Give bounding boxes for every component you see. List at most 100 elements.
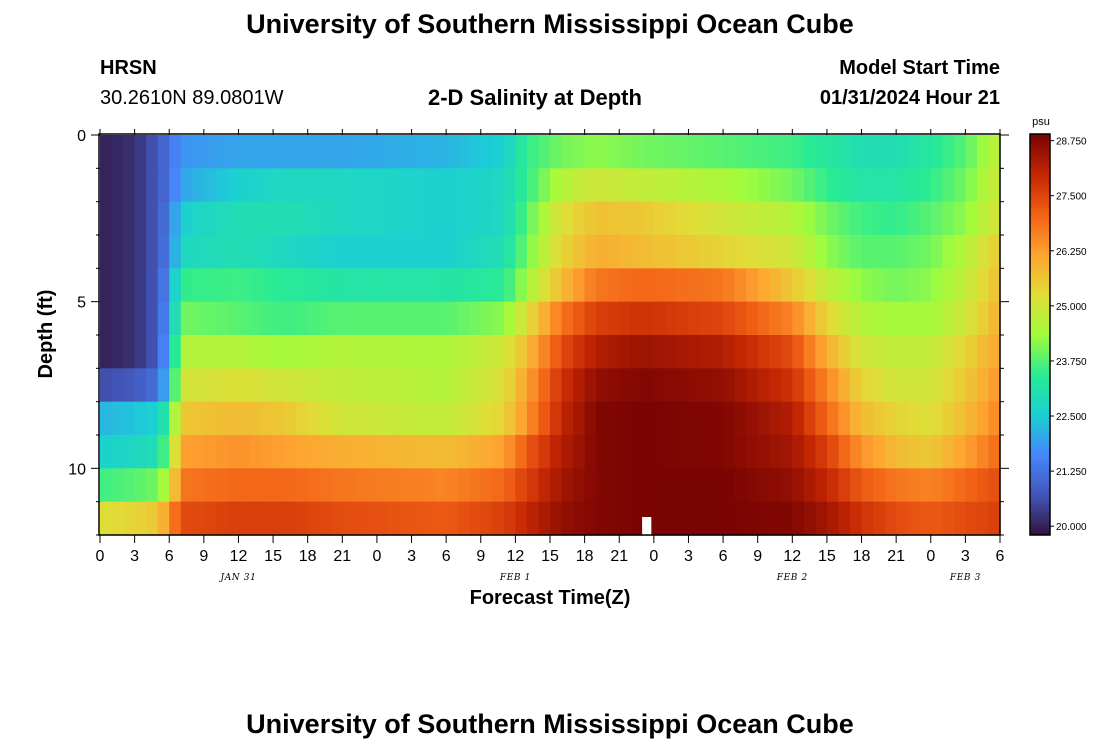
- colorbar-segment: [1030, 518, 1050, 523]
- heatmap-cell: [353, 368, 366, 403]
- heatmap-cell: [169, 335, 182, 369]
- colorbar-segment: [1030, 144, 1050, 148]
- heatmap-cell: [953, 301, 966, 336]
- heatmap-cell: [365, 501, 378, 536]
- x-tick-label: 12: [506, 548, 524, 565]
- heatmap-cell: [780, 135, 793, 169]
- heatmap-cell: [688, 501, 701, 536]
- heatmap-cell: [492, 368, 505, 403]
- heatmap-cell: [284, 501, 297, 536]
- colorbar-segment: [1030, 494, 1050, 499]
- heatmap-cell: [930, 401, 943, 436]
- heatmap-cell: [711, 235, 724, 269]
- heatmap-cell: [746, 135, 759, 169]
- heatmap-cell: [919, 168, 932, 203]
- heatmap-cell: [376, 201, 390, 236]
- heatmap-cell: [226, 435, 240, 469]
- heatmap-cell: [700, 135, 713, 169]
- heatmap-cell: [873, 368, 886, 403]
- colorbar-segment: [1030, 177, 1050, 182]
- heatmap-cell: [215, 135, 228, 169]
- heatmap-cell: [319, 235, 332, 269]
- heatmap-cell: [780, 301, 793, 336]
- heatmap-cell: [388, 401, 401, 436]
- heatmap-cell: [342, 368, 355, 403]
- heatmap-cell: [734, 268, 747, 303]
- heatmap-cell: [780, 201, 793, 236]
- station-name: HRSN: [100, 57, 157, 79]
- heatmap-cell: [861, 368, 874, 403]
- heatmap-cell: [746, 201, 759, 236]
- heatmap-cell: [469, 268, 482, 303]
- heatmap-cell: [365, 201, 378, 236]
- heatmap-cell: [780, 235, 793, 269]
- heatmap-cell: [873, 235, 886, 269]
- heatmap-cell: [861, 335, 874, 369]
- colorbar-segment: [1030, 200, 1050, 205]
- heatmap-cell: [561, 235, 574, 269]
- heatmap-cell: [457, 435, 470, 469]
- heatmap-cell: [723, 401, 736, 436]
- heatmap-cell: [976, 435, 990, 469]
- heatmap-cell: [803, 468, 816, 503]
- heatmap-cell: [469, 401, 482, 436]
- colorbar-segment: [1030, 404, 1050, 409]
- heatmap-cell: [515, 168, 528, 203]
- heatmap-cell: [573, 201, 586, 236]
- heatmap-cell: [584, 468, 597, 503]
- heatmap-cell: [665, 135, 678, 169]
- heatmap-cell: [688, 301, 701, 336]
- x-tick-label: 0: [96, 548, 105, 565]
- heatmap-cell: [884, 368, 897, 403]
- x-tick-label: 15: [818, 548, 836, 565]
- heatmap-cell: [226, 335, 240, 369]
- heatmap-cell: [573, 168, 586, 203]
- heatmap-cell: [630, 268, 643, 303]
- heatmap-cell: [250, 235, 263, 269]
- heatmap-cell: [757, 301, 770, 336]
- heatmap-cell: [642, 268, 655, 303]
- colorbar-segment: [1030, 471, 1050, 476]
- heatmap-cell: [400, 301, 413, 336]
- colorbar-segment: [1030, 337, 1050, 342]
- heatmap-cell: [653, 135, 666, 169]
- colorbar-segment: [1030, 458, 1050, 462]
- heatmap-cell: [907, 435, 920, 469]
- heatmap-cell: [953, 401, 966, 436]
- heatmap-cell: [296, 168, 309, 203]
- heatmap-cell: [169, 435, 182, 469]
- heatmap-cell: [319, 168, 332, 203]
- heatmap-cell: [261, 235, 274, 269]
- heatmap-cell: [192, 335, 205, 369]
- heatmap-cell: [388, 335, 401, 369]
- heatmap-cell: [411, 268, 424, 303]
- heatmap-cell: [896, 335, 909, 369]
- heatmap-cell: [826, 368, 840, 403]
- heatmap-cell: [596, 435, 609, 469]
- heatmap-cell: [665, 301, 678, 336]
- heatmap-cell: [134, 235, 147, 269]
- heatmap-cell: [769, 301, 782, 336]
- heatmap-cell: [273, 235, 286, 269]
- heatmap-cell: [711, 268, 724, 303]
- heatmap-cell: [342, 301, 355, 336]
- heatmap-cell: [169, 168, 182, 203]
- heatmap-cell: [273, 201, 286, 236]
- x-tick-label: 3: [130, 548, 139, 565]
- heatmap-cell: [134, 501, 147, 536]
- colorbar-segment: [1030, 184, 1050, 188]
- heatmap-cell: [550, 168, 563, 203]
- heatmap-cell: [630, 168, 643, 203]
- model-start-value: 01/31/2024 Hour 21: [819, 87, 1000, 109]
- heatmap-cell: [319, 335, 332, 369]
- heatmap-cell: [561, 135, 574, 169]
- x-tick-label: 12: [230, 548, 248, 565]
- heatmap-cell: [526, 135, 540, 169]
- heatmap-cell: [215, 435, 228, 469]
- heatmap-cell: [907, 168, 920, 203]
- heatmap-cell: [146, 235, 159, 269]
- heatmap-cell: [792, 368, 805, 403]
- heatmap-cell: [803, 168, 816, 203]
- heatmap-cell: [561, 201, 574, 236]
- heatmap-cell: [111, 501, 124, 536]
